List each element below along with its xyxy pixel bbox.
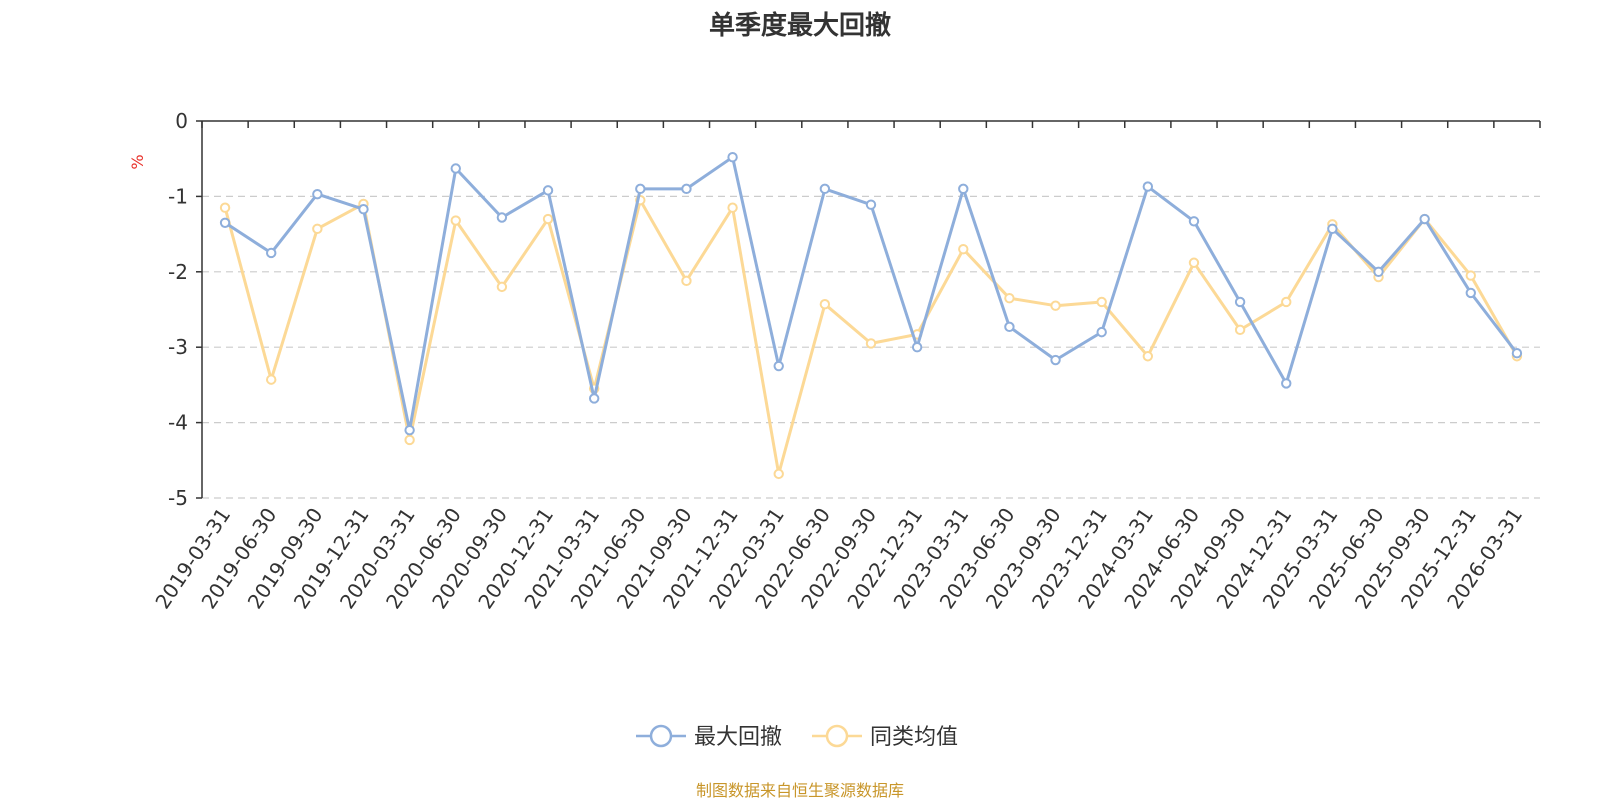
data-point[interactable] bbox=[358, 204, 369, 215]
data-point[interactable] bbox=[266, 374, 277, 385]
data-point[interactable] bbox=[404, 434, 415, 446]
axes bbox=[196, 120, 1541, 499]
data-point[interactable] bbox=[1050, 300, 1061, 311]
series-line bbox=[223, 198, 1519, 476]
data-point[interactable] bbox=[1465, 287, 1476, 299]
data-point[interactable] bbox=[312, 223, 323, 235]
legend-label: 同类均值 bbox=[870, 725, 958, 750]
data-point[interactable] bbox=[312, 188, 323, 200]
data-point[interactable] bbox=[1142, 181, 1154, 192]
data-source-note: 制图数据来自恒生聚源数据库 bbox=[696, 781, 904, 800]
data-point[interactable] bbox=[819, 299, 831, 310]
data-point[interactable] bbox=[219, 202, 231, 213]
x-tick-labels: 2019-03-312019-06-302019-09-302019-12-31… bbox=[150, 503, 1527, 613]
legend-label: 最大回撤 bbox=[694, 725, 782, 750]
data-point[interactable] bbox=[958, 183, 969, 195]
y-tick-label: -5 bbox=[168, 486, 188, 510]
legend-item-2[interactable]: 同类均值 bbox=[812, 724, 958, 750]
data-point[interactable] bbox=[1511, 348, 1523, 359]
data-point[interactable] bbox=[496, 212, 508, 223]
y-tick-label: 0 bbox=[175, 109, 188, 133]
data-point[interactable] bbox=[773, 468, 784, 480]
data-point[interactable] bbox=[1281, 296, 1292, 308]
data-point[interactable] bbox=[635, 183, 646, 195]
data-point[interactable] bbox=[911, 342, 923, 353]
y-tick-label: -4 bbox=[168, 411, 188, 435]
data-point[interactable] bbox=[266, 247, 277, 259]
data-point[interactable] bbox=[588, 393, 600, 404]
data-point[interactable] bbox=[404, 424, 415, 436]
y-axis-unit-label: % bbox=[128, 154, 147, 169]
data-point[interactable] bbox=[819, 183, 831, 195]
data-point[interactable] bbox=[1096, 326, 1107, 338]
data-point[interactable] bbox=[1281, 378, 1292, 389]
data-point[interactable] bbox=[450, 163, 461, 174]
y-tick-label: -3 bbox=[168, 335, 188, 359]
data-point[interactable] bbox=[542, 213, 554, 225]
data-point[interactable] bbox=[1465, 270, 1476, 281]
data-point[interactable] bbox=[1188, 216, 1200, 227]
series-2 bbox=[219, 194, 1523, 480]
series-lines bbox=[219, 151, 1523, 480]
legend[interactable]: 最大回撤 同类均值 bbox=[636, 724, 958, 750]
data-point[interactable] bbox=[773, 360, 784, 372]
data-point[interactable] bbox=[681, 183, 692, 195]
data-point[interactable] bbox=[958, 243, 969, 255]
data-point[interactable] bbox=[727, 202, 738, 213]
data-point[interactable] bbox=[865, 199, 877, 210]
y-tick-labels: 0 -1 -2 -3 -4 -5 bbox=[168, 109, 188, 510]
legend-marker bbox=[825, 724, 849, 748]
data-point[interactable] bbox=[219, 217, 231, 228]
y-tick-label: -1 bbox=[168, 184, 188, 208]
data-point[interactable] bbox=[1050, 354, 1061, 366]
data-point[interactable] bbox=[1234, 296, 1246, 308]
data-point[interactable] bbox=[681, 275, 692, 287]
series-1 bbox=[219, 151, 1523, 436]
data-point[interactable] bbox=[542, 185, 554, 196]
y-tick-label: -2 bbox=[168, 260, 188, 284]
chart-title: 单季度最大回撤 bbox=[709, 10, 891, 41]
data-point[interactable] bbox=[496, 281, 508, 293]
legend-marker bbox=[649, 724, 673, 748]
data-point[interactable] bbox=[1004, 292, 1015, 304]
data-point[interactable] bbox=[1327, 223, 1338, 235]
data-point[interactable] bbox=[1004, 321, 1015, 333]
data-point[interactable] bbox=[450, 215, 461, 226]
data-point[interactable] bbox=[1096, 296, 1107, 308]
data-point[interactable] bbox=[1373, 266, 1384, 277]
data-point[interactable] bbox=[1419, 213, 1430, 225]
data-point[interactable] bbox=[865, 338, 877, 349]
data-point[interactable] bbox=[1142, 351, 1154, 362]
data-point[interactable] bbox=[1234, 324, 1246, 336]
data-point[interactable] bbox=[1188, 257, 1200, 268]
data-point[interactable] bbox=[727, 151, 738, 163]
legend-item-1[interactable]: 最大回撤 bbox=[636, 724, 782, 750]
